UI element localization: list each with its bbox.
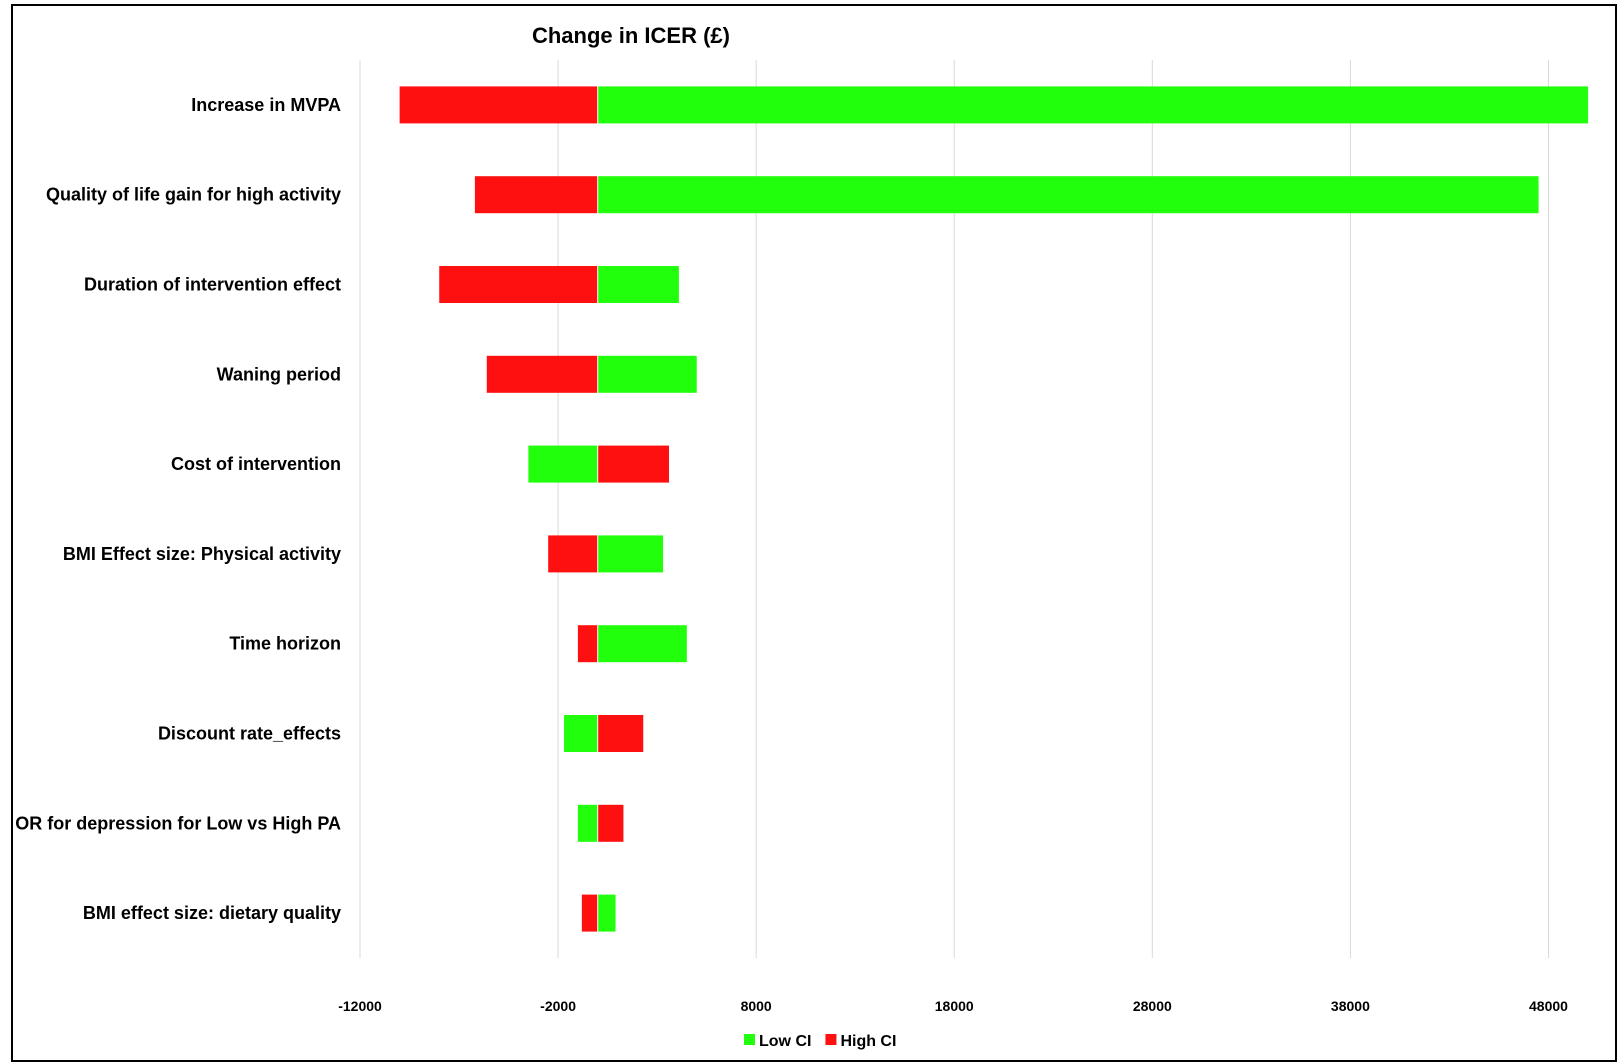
- category-label-3: Waning period: [217, 364, 341, 384]
- category-label-0: Increase in MVPA: [191, 95, 341, 115]
- bar-low-ci-2: [597, 266, 679, 303]
- bar-low-ci-0: [597, 86, 1589, 124]
- x-tick-label-5: 38000: [1331, 998, 1370, 1014]
- bar-low-ci-7: [564, 715, 598, 752]
- legend-swatch-0: [744, 1034, 755, 1045]
- x-tick-label-3: 18000: [935, 998, 974, 1014]
- legend: Low CI High CI: [744, 1033, 896, 1050]
- category-label-1: Quality of life gain for high activity: [46, 185, 341, 205]
- category-labels: Increase in MVPA Quality of life gain for…: [15, 95, 341, 923]
- x-tick-label-1: -2000: [540, 998, 576, 1014]
- bar-low-ci-4: [528, 445, 598, 483]
- bar-high-ci-2: [439, 266, 598, 303]
- category-label-5: BMI Effect size: Physical activity: [63, 544, 341, 564]
- bar-high-ci-5: [548, 535, 598, 573]
- legend-swatch-1: [825, 1034, 837, 1045]
- bar-high-ci-9: [581, 894, 598, 932]
- bar-low-ci-6: [597, 625, 687, 663]
- x-tick-label-0: -12000: [338, 998, 382, 1014]
- category-label-4: Cost of intervention: [171, 454, 341, 474]
- bar-high-ci-1: [474, 176, 598, 214]
- bar-low-ci-8: [577, 804, 598, 842]
- category-label-9: BMI effect size: dietary quality: [83, 903, 341, 923]
- bar-high-ci-7: [597, 715, 644, 752]
- x-tick-label-2: 8000: [741, 998, 772, 1014]
- bar-low-ci-5: [597, 535, 664, 573]
- bar-high-ci-0: [399, 86, 598, 124]
- bar-high-ci-4: [597, 445, 670, 483]
- x-tick-label-6: 48000: [1529, 998, 1568, 1014]
- bar-high-ci-8: [597, 804, 624, 842]
- legend-label-1: High CI: [840, 1033, 896, 1050]
- bar-high-ci-6: [577, 625, 598, 663]
- category-label-6: Time horizon: [229, 634, 341, 654]
- chart-title: Change in ICER (£): [532, 23, 730, 48]
- bar-low-ci-3: [597, 355, 697, 393]
- x-axis-ticks: -12000 -2000 8000 18000 28000 38000 48000: [338, 998, 1568, 1014]
- bar-high-ci-3: [486, 355, 598, 393]
- category-label-2: Duration of intervention effect: [84, 275, 341, 295]
- bar-low-ci-1: [597, 176, 1539, 214]
- bars: [399, 80, 1589, 938]
- chart-frame: [11, 4, 1617, 1062]
- bar-low-ci-9: [597, 894, 616, 932]
- category-label-8: OR for depression for Low vs High PA: [15, 813, 341, 833]
- legend-label-0: Low CI: [759, 1033, 811, 1050]
- x-tick-label-4: 28000: [1133, 998, 1172, 1014]
- category-label-7: Discount rate_effects: [158, 724, 341, 744]
